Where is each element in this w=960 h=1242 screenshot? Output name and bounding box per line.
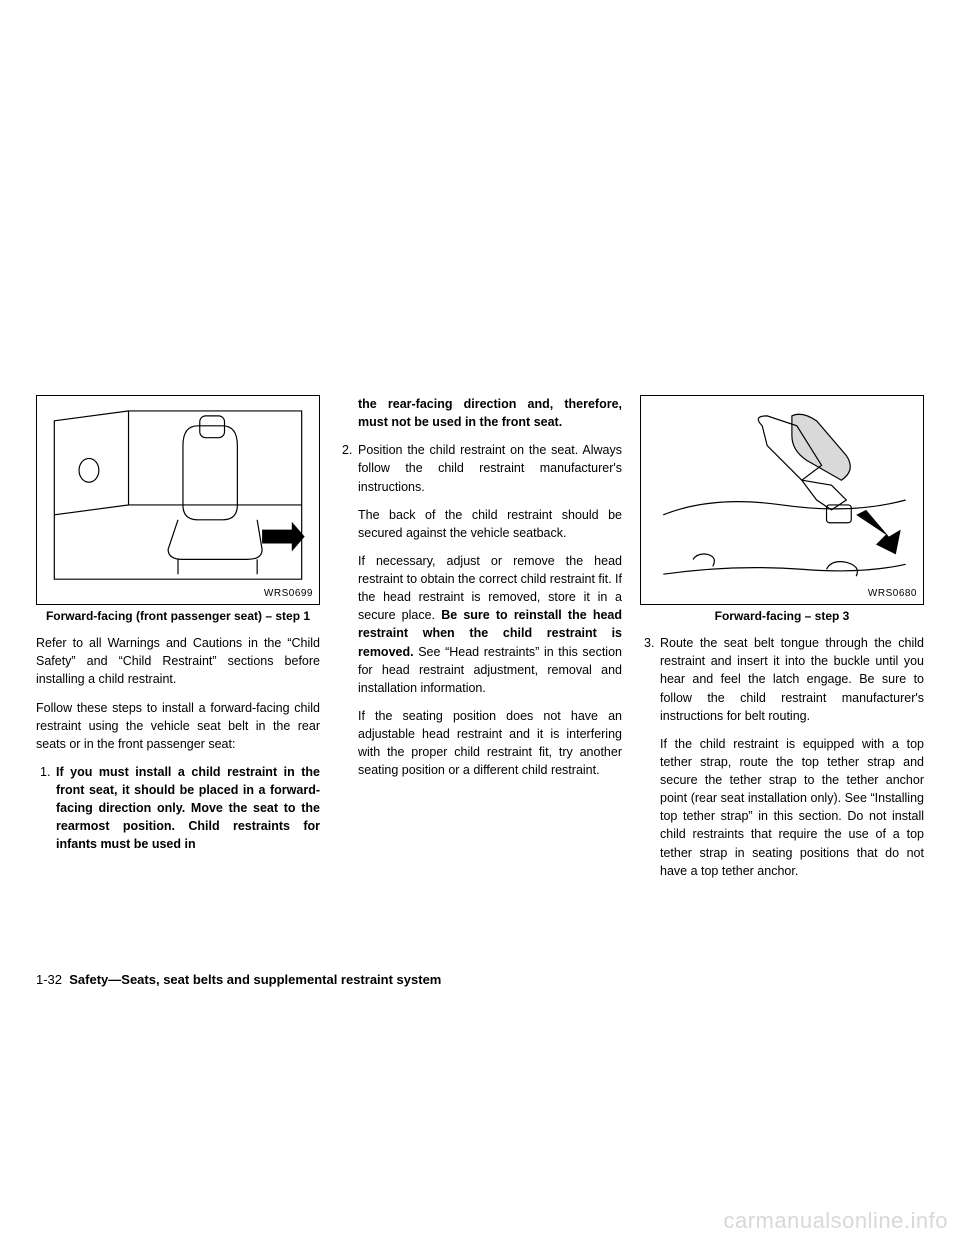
list-item-1-continued: the rear-facing direction and, therefore… (338, 395, 622, 431)
list-item-1-continued-spacer (338, 395, 358, 431)
list-item-2-body: Position the child restraint on the seat… (358, 441, 622, 779)
list-item-2-sub3: If the seating position does not have an… (358, 707, 622, 780)
column-2: the rear-facing direction and, therefore… (338, 395, 622, 890)
col1-para-1: Refer to all Warnings and Cautions in th… (36, 634, 320, 688)
list-item-2-sub2: If necessary, adjust or remove the head … (358, 552, 622, 697)
column-3: WRS0680 Forward-facing – step 3 3. Route… (640, 395, 924, 890)
page-number: 1-32 (36, 972, 62, 987)
figure-1-code: WRS0699 (264, 587, 313, 602)
section-title: Safety—Seats, seat belts and supplementa… (69, 972, 441, 987)
list-item-3-num: 3. (640, 634, 660, 880)
page-footer: 1-32 Safety—Seats, seat belts and supple… (36, 972, 441, 987)
list-item-1: 1. If you must install a child restraint… (36, 763, 320, 854)
list-item-2-num: 2. (338, 441, 358, 779)
figure-1-caption: Forward-facing (front passenger seat) – … (36, 608, 320, 624)
column-1: WRS0699 Forward-facing (front passenger … (36, 395, 320, 890)
col1-para-2: Follow these steps to install a forward-… (36, 699, 320, 753)
figure-2-caption: Forward-facing – step 3 (640, 608, 924, 624)
list-item-2-sub1: The back of the child restraint should b… (358, 506, 622, 542)
list-item-2-text: Position the child restraint on the seat… (358, 443, 622, 493)
buckle-illustration (651, 406, 913, 594)
list-item-3-body: Route the seat belt tongue through the c… (660, 634, 924, 880)
list-item-3: 3. Route the seat belt tongue through th… (640, 634, 924, 880)
page-columns: WRS0699 Forward-facing (front passenger … (36, 395, 924, 890)
list-item-1-continued-body: the rear-facing direction and, therefore… (358, 395, 622, 431)
list-item-3-text: Route the seat belt tongue through the c… (660, 636, 924, 723)
figure-2-box: WRS0680 (640, 395, 924, 605)
list-item-1-body: If you must install a child restraint in… (56, 763, 320, 854)
watermark: carmanualsonline.info (723, 1208, 948, 1234)
list-item-3-sub1: If the child restraint is equipped with … (660, 735, 924, 880)
figure-2-code: WRS0680 (868, 587, 917, 602)
list-item-2: 2. Position the child restraint on the s… (338, 441, 622, 779)
seat-illustration (47, 406, 309, 594)
list-item-1-num: 1. (36, 763, 56, 854)
figure-1-box: WRS0699 (36, 395, 320, 605)
